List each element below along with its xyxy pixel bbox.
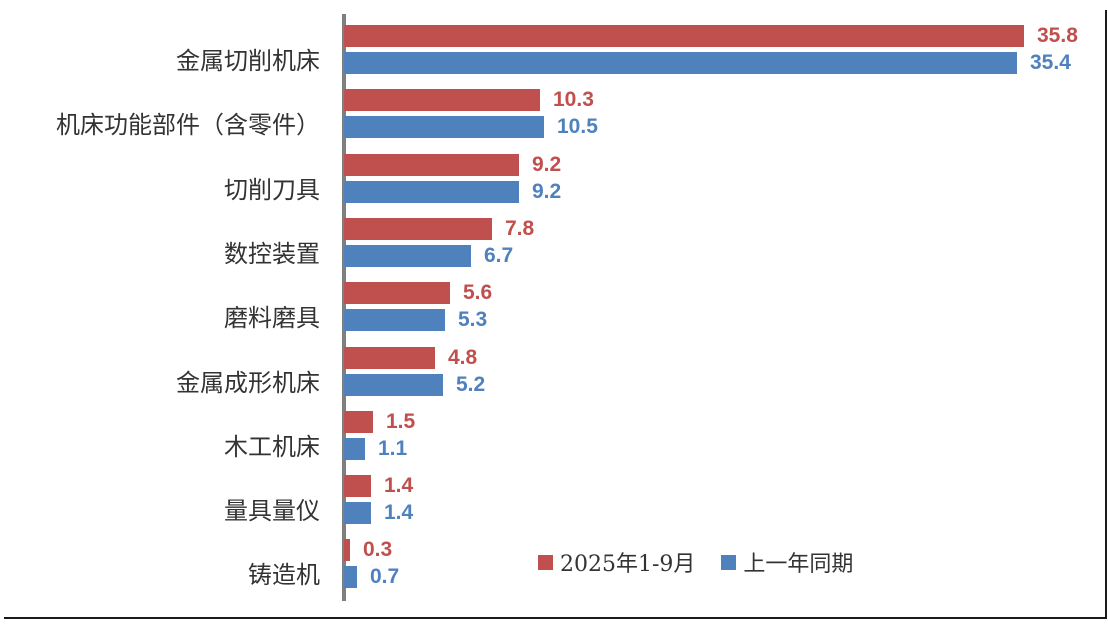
bar-series-0 [344, 282, 450, 305]
value-label-series-1: 1.4 [384, 501, 414, 525]
bar-series-1 [344, 180, 519, 203]
legend-label-prev-year: 上一年同期 [743, 552, 854, 577]
bar-series-0 [344, 539, 350, 562]
value-label-series-0: 35.8 [1037, 24, 1078, 47]
bar-series-0 [344, 217, 492, 240]
category-label: 金属切削机床 [176, 47, 320, 75]
value-label-series-1: 0.7 [370, 565, 400, 589]
category-label: 数控装置 [224, 239, 320, 268]
value-label-series-1: 9.2 [532, 179, 562, 203]
bar-series-0 [344, 475, 371, 498]
category-label: 铸造机 [248, 561, 320, 590]
value-label-series-0: 7.8 [505, 216, 535, 240]
category-label: 木工机床 [224, 432, 320, 461]
bar-series-1 [344, 502, 371, 525]
legend: 2025年1-9月 上一年同期 [538, 549, 854, 577]
value-label-series-0: 0.3 [363, 538, 393, 562]
value-label-series-1: 1.1 [378, 436, 408, 460]
bar-series-1 [344, 116, 544, 139]
bar-series-0 [344, 25, 1024, 47]
legend-swatch-2025 [538, 554, 553, 570]
category-label: 量具量仪 [224, 497, 320, 526]
value-label-series-1: 5.2 [456, 372, 486, 396]
bar-series-0 [344, 153, 519, 176]
bar-series-1 [344, 566, 357, 589]
bar-series-1 [344, 437, 365, 460]
bar-series-0 [344, 89, 540, 112]
category-label: 切削刀具 [224, 175, 320, 204]
bar-series-1 [344, 244, 471, 267]
bar-series-0 [344, 346, 435, 369]
value-label-series-0: 5.6 [463, 281, 493, 305]
value-label-series-0: 1.4 [384, 474, 414, 498]
value-label-series-1: 5.3 [458, 308, 488, 332]
category-label: 机床功能部件（含零件） [56, 111, 320, 140]
value-label-series-0: 9.2 [532, 152, 562, 176]
frame-border-bottom [4, 617, 1107, 619]
y-axis-line [342, 14, 346, 601]
value-label-series-1: 6.7 [484, 243, 514, 267]
value-label-series-1: 10.5 [557, 115, 598, 139]
value-label-series-1: 35.4 [1030, 51, 1071, 74]
category-label: 金属成形机床 [176, 368, 320, 397]
legend-swatch-prev-year [721, 554, 737, 570]
category-label: 磨料磨具 [224, 304, 320, 333]
bar-series-1 [344, 373, 443, 396]
frame-border-right [1105, 10, 1107, 619]
bar-series-0 [344, 410, 373, 433]
legend-label-2025: 2025年1-9月 [560, 552, 696, 577]
value-label-series-0: 10.3 [553, 88, 594, 112]
value-label-series-0: 1.5 [386, 409, 416, 433]
bar-series-1 [344, 52, 1017, 74]
bar-series-1 [344, 309, 445, 332]
value-label-series-0: 4.8 [448, 345, 478, 369]
